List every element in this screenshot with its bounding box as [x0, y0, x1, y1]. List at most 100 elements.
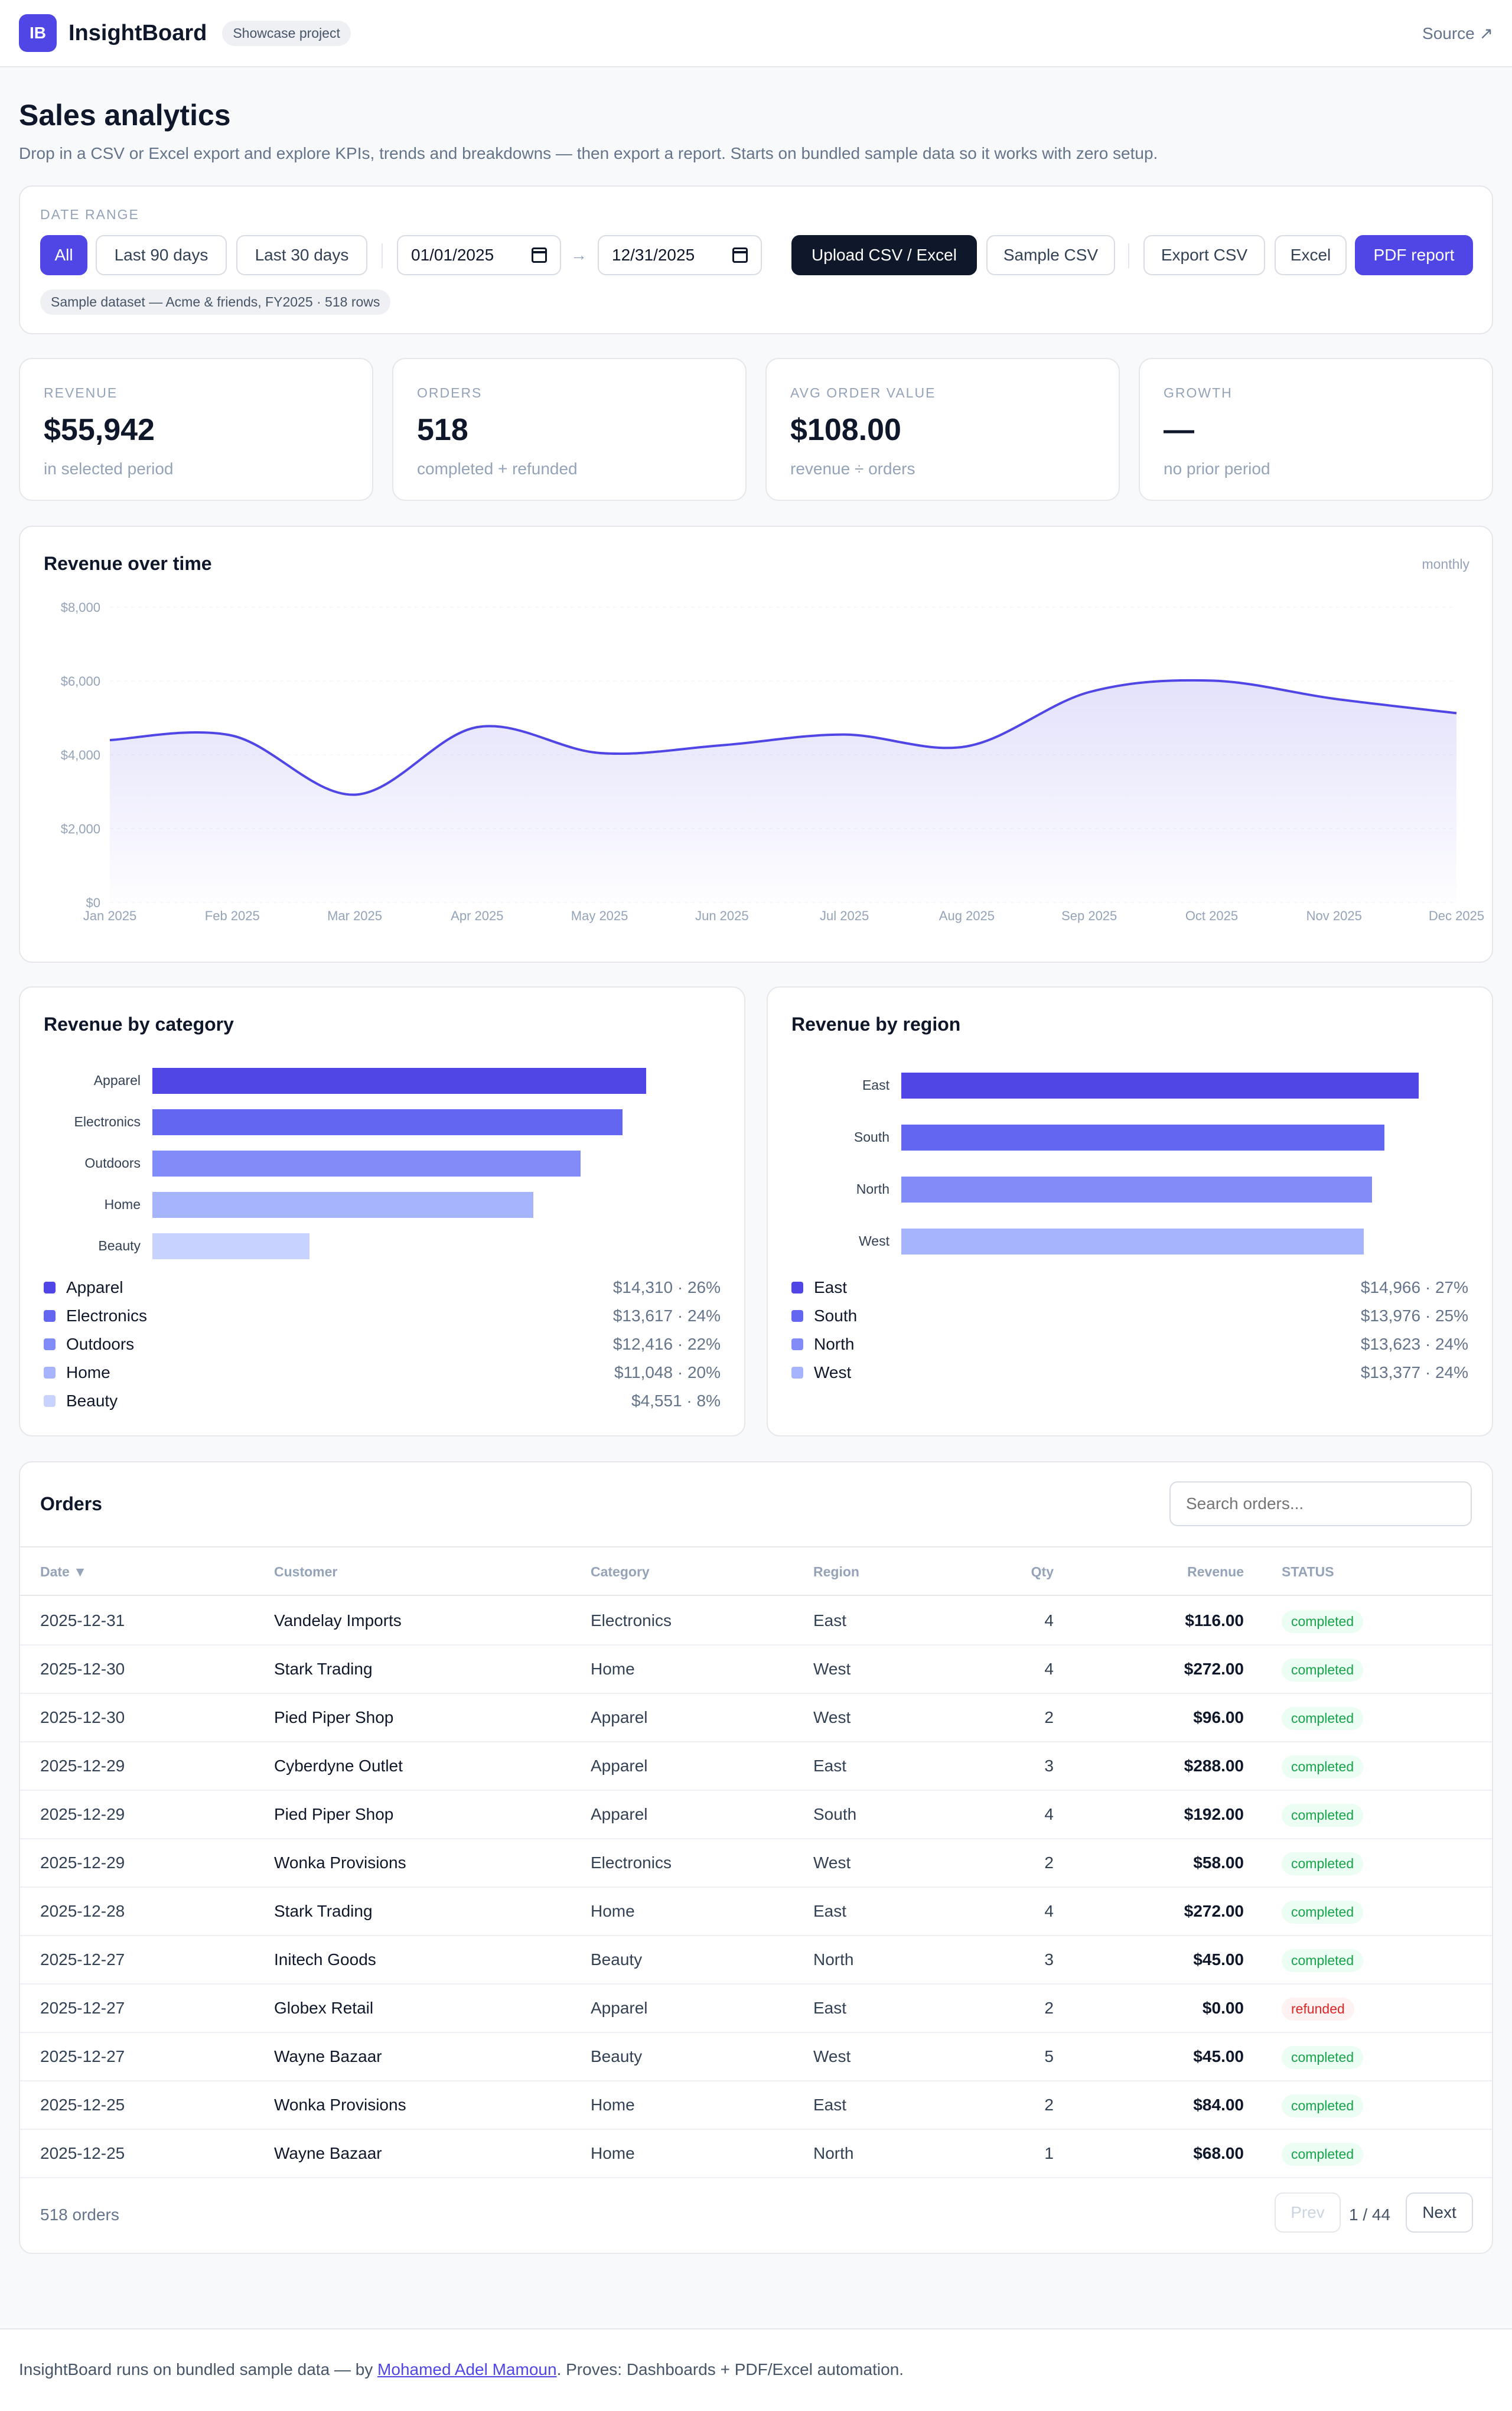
date-from-input[interactable]: 01/01/2025: [397, 235, 561, 275]
range-30-days-button[interactable]: Last 30 days: [236, 235, 367, 275]
next-page-button[interactable]: Next: [1406, 2192, 1473, 2233]
column-header-date[interactable]: Date ▼: [40, 1564, 87, 1579]
table-row[interactable]: 2025-12-29 Pied Piper Shop Apparel South 4 $1…: [20, 1791, 1492, 1839]
legend-item: West $13,377 · 24%: [791, 1361, 1468, 1384]
status-badge: completed: [1282, 1610, 1364, 1633]
legend-label: Electronics: [66, 1306, 147, 1325]
bar-beauty[interactable]: [152, 1233, 309, 1259]
status-badge: completed: [1282, 1901, 1364, 1924]
legend-item: East $14,966 · 27%: [791, 1276, 1468, 1299]
legend-value: $4,551 · 8%: [631, 1392, 721, 1410]
x-tick-label: Feb 2025: [205, 908, 260, 923]
source-link[interactable]: Source ↗: [1422, 24, 1493, 43]
data-point[interactable]: [230, 734, 234, 738]
data-point[interactable]: [965, 745, 969, 748]
bar-north[interactable]: [901, 1177, 1372, 1203]
table-row[interactable]: 2025-12-25 Wonka Provisions Home East 2 $84.0…: [20, 2081, 1492, 2130]
top-bar: IB InsightBoard Showcase project Source …: [0, 0, 1512, 67]
column-header-qty[interactable]: Qty: [1031, 1564, 1054, 1579]
bar-west[interactable]: [901, 1229, 1364, 1255]
cell-customer: Cyberdyne Outlet: [274, 1757, 403, 1775]
cell-revenue: $0.00: [1202, 1999, 1244, 2017]
table-row[interactable]: 2025-12-27 Globex Retail Apparel East 2 $0.00…: [20, 1985, 1492, 2033]
data-point[interactable]: [720, 744, 724, 747]
date-to-input[interactable]: 12/31/2025: [598, 235, 762, 275]
column-header-revenue[interactable]: Revenue: [1187, 1564, 1244, 1579]
chart-period: monthly: [1422, 556, 1469, 572]
bar-home[interactable]: [152, 1192, 533, 1218]
cell-qty: 4: [1044, 1611, 1054, 1630]
cell-date: 2025-12-29: [40, 1853, 125, 1872]
data-point[interactable]: [108, 738, 112, 742]
kpi-value: —: [1164, 413, 1194, 447]
legend-label: Beauty: [66, 1392, 118, 1410]
table-row[interactable]: 2025-12-30 Stark Trading Home West 4 $272.00 c…: [20, 1646, 1492, 1694]
data-point[interactable]: [843, 733, 846, 737]
revenue-line[interactable]: [109, 679, 1457, 796]
bar-south[interactable]: [901, 1125, 1384, 1151]
bar-east[interactable]: [901, 1073, 1419, 1099]
column-header-region[interactable]: Region: [813, 1564, 859, 1579]
kpi-value: 518: [417, 413, 468, 447]
table-row[interactable]: 2025-12-31 Vandelay Imports Electronics Eas…: [20, 1597, 1492, 1646]
cell-category: Beauty: [591, 2047, 643, 2065]
cell-region: East: [813, 1611, 847, 1630]
footer-suffix: . Proves: Dashboards + PDF/Excel automat…: [556, 2360, 904, 2379]
search-orders-input[interactable]: [1169, 1481, 1472, 1526]
cell-qty: 1: [1044, 2144, 1054, 2162]
export-csv-button[interactable]: Export CSV: [1143, 235, 1265, 275]
bar-outdoors[interactable]: [152, 1151, 581, 1177]
app-logo[interactable]: IB: [19, 14, 57, 52]
data-point[interactable]: [1455, 711, 1458, 715]
calendar-icon[interactable]: [532, 247, 547, 263]
pdf-report-button[interactable]: PDF report: [1355, 235, 1473, 275]
bar-electronics[interactable]: [152, 1109, 623, 1135]
revenue-by-category-card: Revenue by category Apparel Apparel $14,31…: [19, 986, 745, 1436]
page-header: Sales analytics Drop in a CSV or Excel e…: [0, 67, 1512, 163]
table-header: Date ▼ Customer Category Region Qty Reve…: [20, 1546, 1492, 1596]
table-row[interactable]: 2025-12-29 Wonka Provisions Electronics Wes…: [20, 1839, 1492, 1888]
sample-csv-button[interactable]: Sample CSV: [986, 235, 1115, 275]
data-point[interactable]: [475, 725, 479, 729]
legend-item: South $13,976 · 25%: [791, 1304, 1468, 1328]
data-point[interactable]: [1332, 697, 1336, 701]
calendar-icon[interactable]: [732, 247, 748, 263]
table-row[interactable]: 2025-12-25 Wayne Bazaar Home North 1 $68.00 co…: [20, 2130, 1492, 2178]
table-row[interactable]: 2025-12-28 Stark Trading Home East 4 $272.00 c…: [20, 1888, 1492, 1936]
cell-category: Home: [591, 1902, 635, 1920]
x-tick-label: Aug 2025: [939, 908, 995, 923]
legend-item: North $13,623 · 24%: [791, 1332, 1468, 1356]
range-90-days-button[interactable]: Last 90 days: [96, 235, 227, 275]
column-header-customer[interactable]: Customer: [274, 1564, 338, 1579]
status-badge: completed: [1282, 1949, 1364, 1972]
export-excel-button[interactable]: Excel: [1275, 235, 1347, 275]
kpi-card-orders: ORDERS 518 completed + refunded: [392, 358, 747, 501]
range-all-button[interactable]: All: [40, 235, 87, 275]
cell-revenue: $96.00: [1193, 1708, 1244, 1726]
upload-csv-excel-button[interactable]: Upload CSV / Excel: [791, 235, 977, 275]
status-badge: completed: [1282, 1659, 1364, 1682]
data-point[interactable]: [598, 751, 601, 755]
column-header-category[interactable]: Category: [591, 1564, 650, 1579]
cell-category: Beauty: [591, 1950, 643, 1969]
data-point[interactable]: [353, 793, 357, 797]
revenue-line-chart[interactable]: $0 $2,000 $4,000 $6,000 $8,000 Jan 2025 Feb 20…: [20, 527, 1494, 964]
column-header-status[interactable]: STATUS: [1282, 1564, 1334, 1579]
bar-apparel[interactable]: [152, 1068, 646, 1094]
app-name[interactable]: InsightBoard: [69, 20, 207, 45]
table-row[interactable]: 2025-12-29 Cyberdyne Outlet Apparel East 3 $2…: [20, 1742, 1492, 1791]
cell-revenue: $272.00: [1184, 1902, 1244, 1920]
cell-date: 2025-12-27: [40, 1999, 125, 2017]
cell-region: East: [813, 1902, 847, 1920]
cell-revenue: $288.00: [1184, 1757, 1244, 1775]
prev-page-button[interactable]: Prev: [1275, 2192, 1341, 2233]
table-row[interactable]: 2025-12-30 Pied Piper Shop Apparel West 2 $96…: [20, 1694, 1492, 1742]
data-point[interactable]: [1210, 679, 1213, 682]
author-link[interactable]: Mohamed Adel Mamoun: [377, 2360, 557, 2379]
data-point[interactable]: [1087, 690, 1091, 694]
cell-region: East: [813, 1999, 847, 2017]
table-row[interactable]: 2025-12-27 Initech Goods Beauty North 3 $45.0…: [20, 1936, 1492, 1985]
cell-customer: Pied Piper Shop: [274, 1805, 394, 1823]
table-row[interactable]: 2025-12-27 Wayne Bazaar Beauty West 5 $45.00 c…: [20, 2033, 1492, 2081]
status-badge: completed: [1282, 1852, 1364, 1875]
